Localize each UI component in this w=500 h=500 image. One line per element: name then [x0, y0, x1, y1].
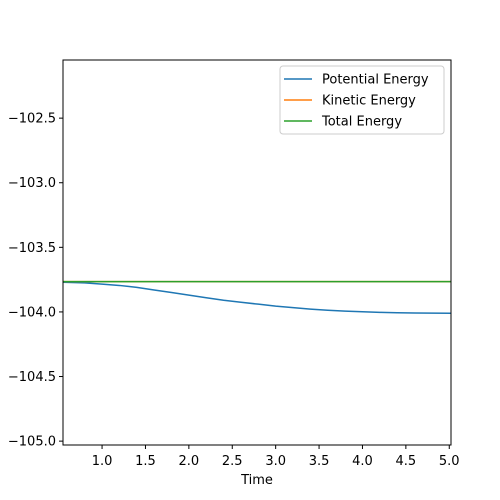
y-tick-label: −103.5	[8, 241, 56, 256]
y-tick-label: −104.5	[8, 370, 56, 385]
x-tick-label: 4.0	[352, 454, 373, 469]
x-tick-label: 2.5	[222, 454, 243, 469]
x-tick-label: 1.0	[92, 454, 113, 469]
plot-lines	[62, 280, 452, 314]
x-tick-label: 2.0	[179, 454, 200, 469]
y-tick-label: −104.0	[8, 305, 56, 320]
y-tick-label: −105.0	[8, 435, 56, 450]
legend-label: Total Energy	[321, 115, 402, 130]
y-axis: −102.5 −103.0 −103.5 −104.0 −104.5 −105.0	[8, 112, 63, 450]
y-tick-label: −103.0	[8, 176, 56, 191]
legend-label: Kinetic Energy	[322, 94, 416, 109]
x-tick-label: 1.5	[135, 454, 156, 469]
x-axis: 1.0 1.5 2.0 2.5 3.0 3.5 4.0 4.5 5.0	[92, 445, 460, 469]
legend-label: Potential Energy	[322, 73, 429, 88]
x-tick-label: 3.0	[265, 454, 286, 469]
x-tick-label: 4.5	[396, 454, 417, 469]
legend: Potential Energy Kinetic Energy Total Ener…	[279, 65, 445, 135]
legend-box	[279, 65, 445, 135]
plot-frame	[62, 59, 452, 446]
x-tick-label: 5.0	[439, 454, 460, 469]
y-tick-label: −102.5	[8, 112, 56, 127]
x-axis-label: Time	[240, 473, 273, 488]
x-tick-label: 3.5	[309, 454, 330, 469]
series-line-potential-energy	[62, 281, 452, 314]
